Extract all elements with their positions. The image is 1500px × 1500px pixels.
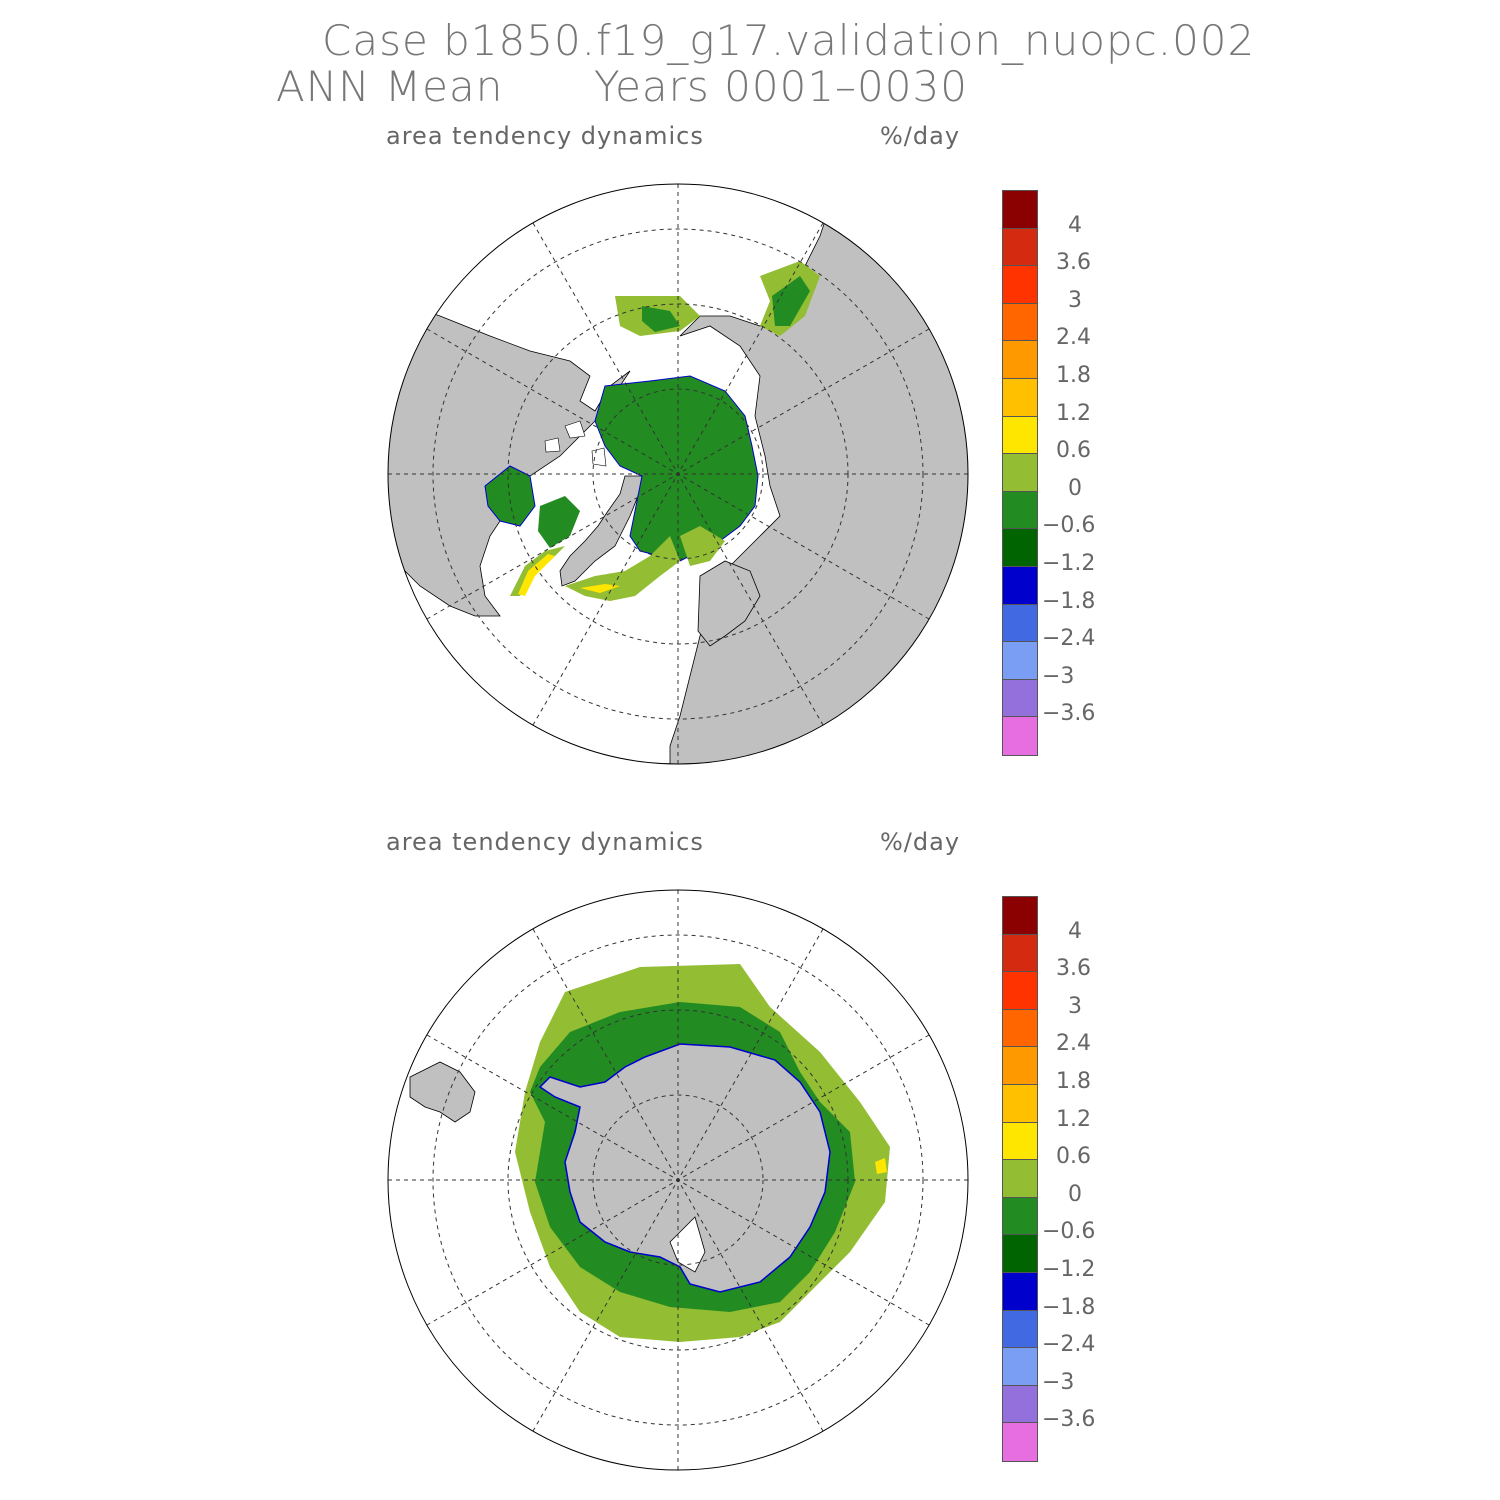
greenland-land xyxy=(559,475,643,587)
greenland-east-yellow xyxy=(580,584,620,593)
colorbar-segment xyxy=(1003,1122,1037,1161)
south-colorbar xyxy=(1002,896,1038,1462)
yellow-patch xyxy=(875,1158,887,1174)
colorbar-tick-label: −2.4 xyxy=(1042,626,1096,652)
colorbar-segment xyxy=(1003,1235,1037,1273)
colorbar-tick-label: −3.6 xyxy=(1042,1407,1096,1433)
baffin-ice xyxy=(538,496,580,548)
colorbar-segment xyxy=(1003,1385,1037,1424)
colorbar-segment xyxy=(1003,934,1037,973)
colorbar-segment xyxy=(1003,378,1037,417)
colorbar-tick-label: 0 xyxy=(1068,1181,1082,1207)
colorbar-tick-label: 3.6 xyxy=(1056,250,1091,276)
colorbar-tick-label: −3 xyxy=(1042,663,1075,689)
scandinavia-land xyxy=(697,560,761,647)
colorbar-tick-label: −1.2 xyxy=(1042,551,1096,576)
colorbar-tick-label: −3.6 xyxy=(1042,701,1096,727)
colorbar-tick-label: −1.2 xyxy=(1042,1257,1096,1282)
south-america-land xyxy=(409,1061,476,1123)
colorbar-segment xyxy=(1003,228,1037,267)
south-field-label: area tendency dynamics xyxy=(386,828,704,856)
colorbar-segment xyxy=(1003,1084,1037,1123)
colorbar-segment xyxy=(1003,341,1037,379)
south-polar-map xyxy=(387,889,969,1471)
colorbar-segment xyxy=(1003,566,1037,605)
colorbar-segment xyxy=(1003,266,1037,304)
colorbar-tick-label: 4 xyxy=(1068,918,1082,944)
south-units-label: %/day xyxy=(880,828,961,856)
bering-ice xyxy=(642,306,680,332)
colorbar-tick-label: −0.6 xyxy=(1042,1219,1096,1245)
colorbar-tick-label: 1.2 xyxy=(1056,1106,1091,1132)
colorbar-tick-label: 0.6 xyxy=(1056,1144,1091,1170)
colorbar-tick-label: 3 xyxy=(1068,287,1082,313)
colorbar-segment xyxy=(1003,1272,1037,1311)
north-colorbar xyxy=(1002,190,1038,756)
colorbar-segment xyxy=(1003,1160,1037,1198)
season-label: ANN Mean xyxy=(276,62,504,111)
colorbar-segment xyxy=(1003,454,1037,492)
labrador-yellow xyxy=(518,554,555,596)
colorbar-tick-label: 1.8 xyxy=(1056,363,1091,388)
greenland-east-edge xyxy=(565,536,680,601)
colorbar-segment xyxy=(1003,972,1037,1010)
colorbar-segment xyxy=(1003,491,1037,530)
north-polar-map xyxy=(387,183,969,765)
colorbar-segment xyxy=(1003,1009,1037,1048)
colorbar-tick-label: 0.6 xyxy=(1056,438,1091,464)
colorbar-segment xyxy=(1003,897,1037,935)
colorbar-tick-label: 1.2 xyxy=(1056,400,1091,426)
north-units-label: %/day xyxy=(880,122,961,150)
colorbar-segment xyxy=(1003,604,1037,643)
colorbar-segment xyxy=(1003,1348,1037,1386)
colorbar-segment xyxy=(1003,191,1037,229)
colorbar-segment xyxy=(1003,1047,1037,1085)
colorbar-tick-label: 1.8 xyxy=(1056,1069,1091,1094)
north-field-label: area tendency dynamics xyxy=(386,122,704,150)
case-title: Case b1850.f19_g17.validation_nuopc.002 xyxy=(322,16,1256,65)
colorbar-segment xyxy=(1003,1423,1037,1461)
colorbar-tick-label: 0 xyxy=(1068,475,1082,501)
colorbar-tick-label: −0.6 xyxy=(1042,513,1096,539)
colorbar-tick-label: 3 xyxy=(1068,993,1082,1019)
ross-shelf-gap xyxy=(669,1216,706,1273)
years-label: Years 0001–0030 xyxy=(594,62,968,111)
colorbar-tick-label: 2.4 xyxy=(1056,325,1091,351)
colorbar-segment xyxy=(1003,303,1037,342)
hudson-bay-ice xyxy=(484,465,536,527)
colorbar-segment xyxy=(1003,1310,1037,1349)
colorbar-tick-label: −1.8 xyxy=(1042,588,1096,614)
colorbar-tick-label: −1.8 xyxy=(1042,1294,1096,1320)
colorbar-tick-label: −2.4 xyxy=(1042,1332,1096,1358)
colorbar-segment xyxy=(1003,642,1037,680)
okhotsk-ice xyxy=(772,276,810,326)
colorbar-segment xyxy=(1003,679,1037,718)
colorbar-tick-label: 4 xyxy=(1068,212,1082,238)
colorbar-segment xyxy=(1003,717,1037,755)
colorbar-tick-label: 3.6 xyxy=(1056,956,1091,982)
colorbar-tick-label: −3 xyxy=(1042,1369,1075,1395)
archipelago-gaps xyxy=(544,420,607,467)
colorbar-segment xyxy=(1003,529,1037,567)
colorbar-segment xyxy=(1003,1197,1037,1236)
colorbar-tick-label: 2.4 xyxy=(1056,1031,1091,1057)
colorbar-segment xyxy=(1003,416,1037,455)
